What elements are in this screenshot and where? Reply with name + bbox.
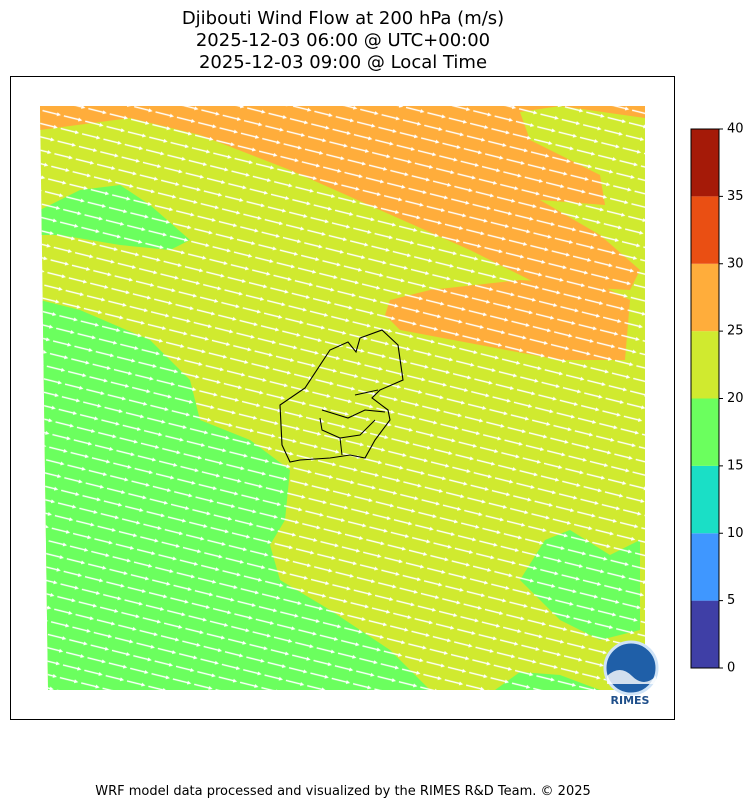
title-line: Djibouti Wind Flow at 200 hPa (m/s) — [182, 8, 504, 29]
colorbar-tick-label: 40 — [727, 122, 744, 137]
colorbar-tick-label: 10 — [727, 526, 744, 541]
logo-wave — [607, 670, 656, 684]
colorbar-tick-label: 30 — [727, 256, 744, 271]
map-frame — [10, 76, 675, 720]
wind-arrows — [40, 106, 645, 690]
logo-text: RIMES — [611, 694, 650, 707]
colorbar-segment — [691, 600, 719, 668]
district-border — [319, 389, 379, 456]
colorbar-tick-label: 20 — [727, 391, 744, 406]
colorbar-segment — [691, 331, 719, 399]
title-line: 2025-12-03 06:00 @ UTC+00:00 — [196, 30, 490, 51]
title-line: 2025-12-03 09:00 @ Local Time — [199, 52, 487, 73]
colorbar-segment — [691, 263, 719, 332]
colorbar-tick-label: 0 — [727, 661, 735, 676]
colorbar-tick-label: 35 — [727, 189, 744, 204]
colorbar-tick-label: 25 — [727, 324, 744, 339]
colorbar-segment — [691, 129, 719, 197]
colorbar-segment — [691, 398, 719, 466]
colorbar-tick-label: 5 — [727, 593, 735, 608]
colorbar-segment — [691, 465, 719, 534]
logo-emblem — [603, 640, 659, 696]
colorbar-tick-label: 15 — [727, 458, 744, 473]
footer: WRF model data processed and visualized … — [95, 784, 591, 799]
country-border — [279, 329, 404, 463]
logo: RIMES — [603, 640, 659, 707]
colorbar: 0 5 10 15 20 25 30 35 40 — [690, 122, 744, 676]
colorbar-segment — [691, 196, 719, 264]
map — [40, 106, 645, 690]
colorbar-segment — [691, 533, 719, 601]
